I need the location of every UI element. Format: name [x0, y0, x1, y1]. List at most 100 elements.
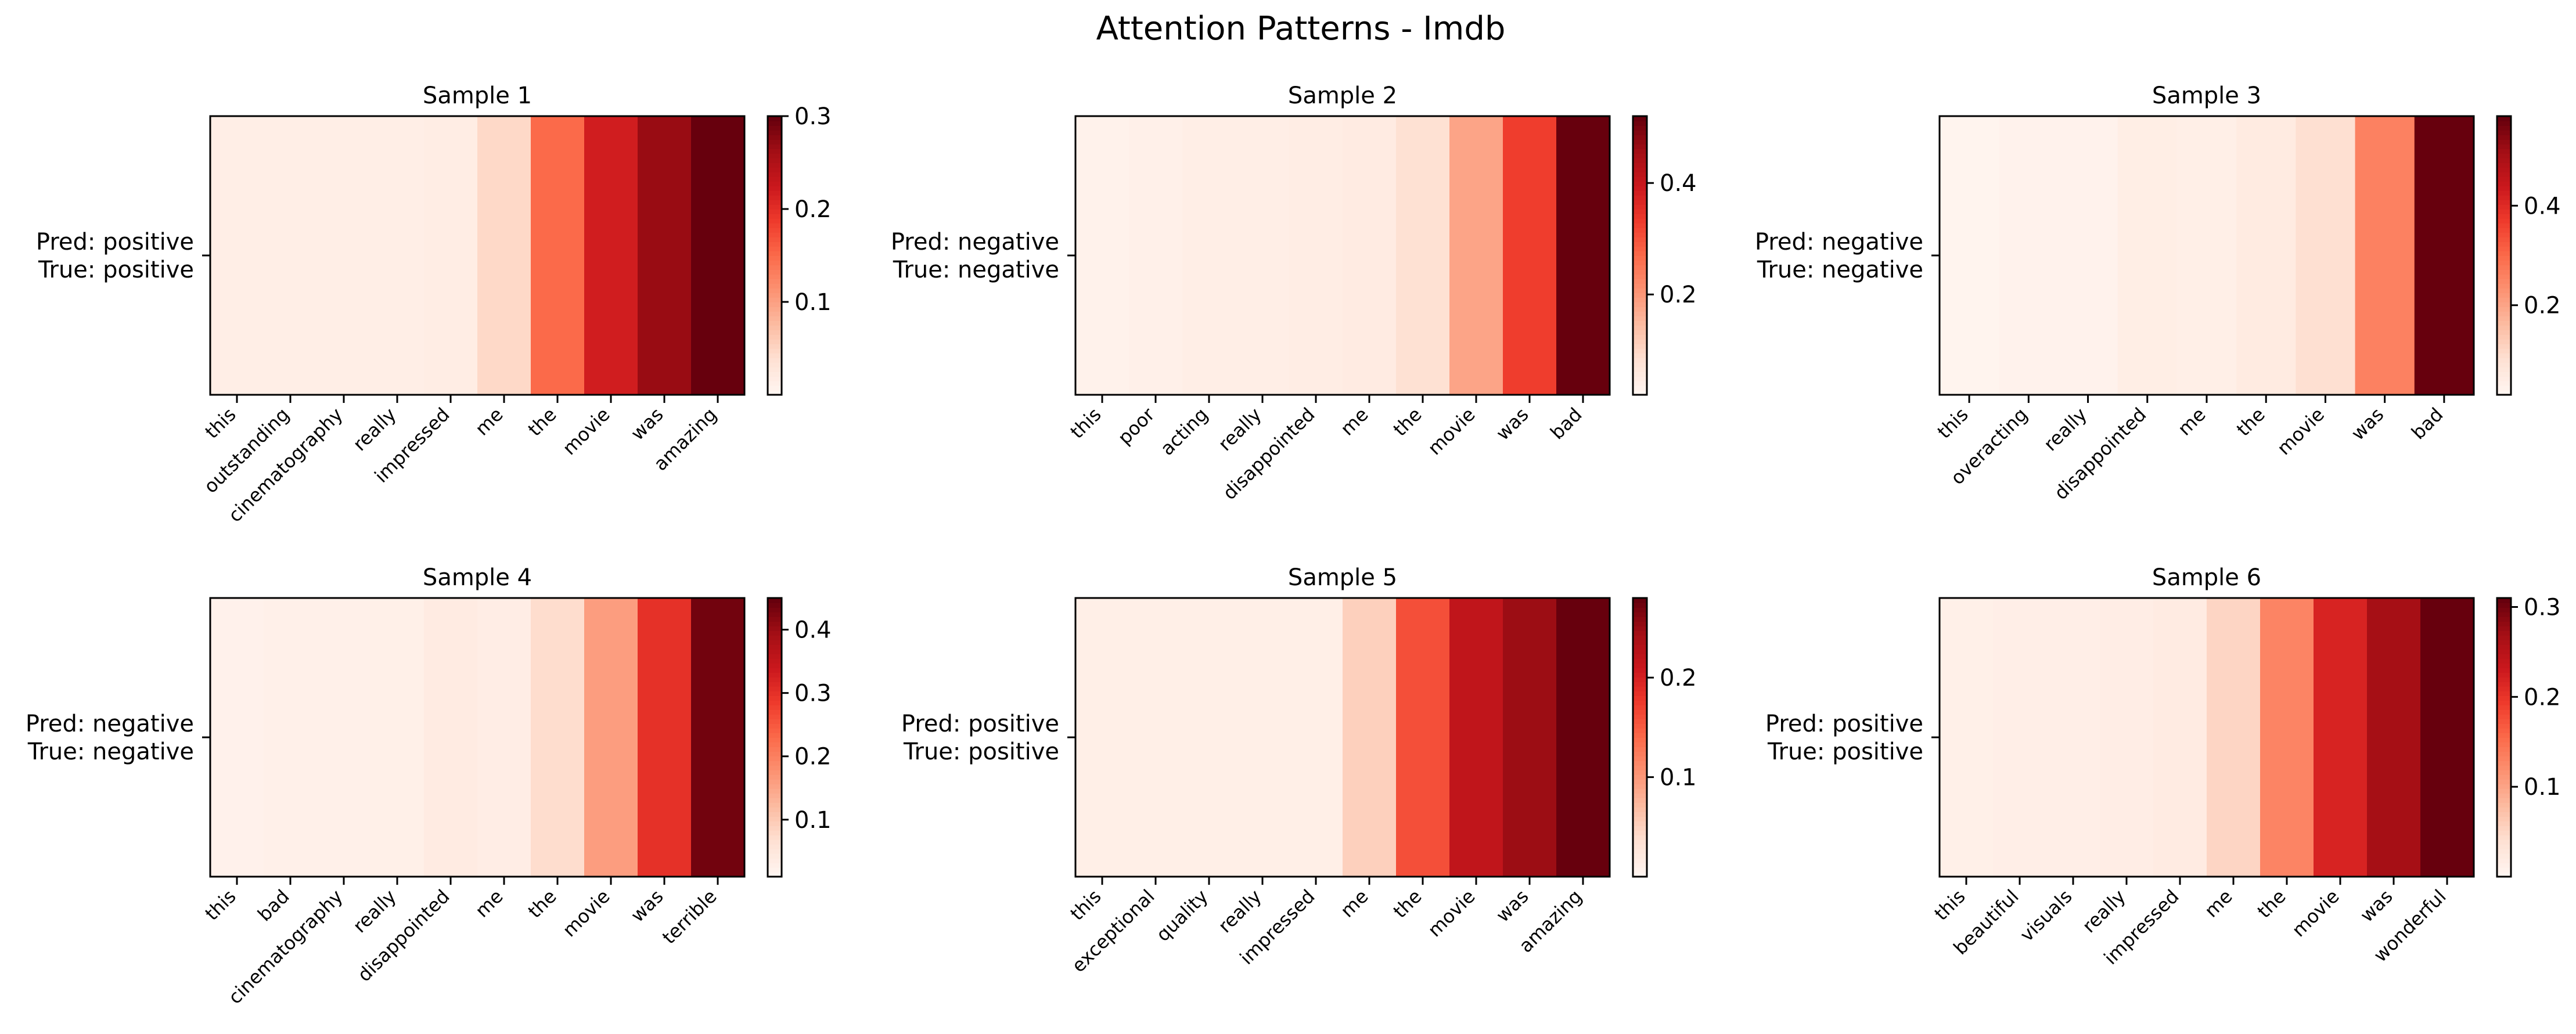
- colorbar-segment: [1633, 682, 1647, 687]
- colorbar-segment: [2497, 793, 2511, 798]
- colorbar-segment: [1633, 139, 1647, 145]
- colorbar-segment: [2497, 260, 2511, 265]
- colorbar-segment: [768, 598, 782, 603]
- colorbar-segment: [768, 849, 782, 854]
- colorbar-segment: [2497, 320, 2511, 326]
- colorbar-segment: [1633, 135, 1647, 140]
- panel-title: Sample 2: [1288, 82, 1397, 109]
- colorbar-segment: [2497, 362, 2511, 368]
- colorbar-segment: [1633, 251, 1647, 256]
- colorbar-segment: [1633, 163, 1647, 168]
- colorbar-segment: [768, 167, 782, 172]
- colorbar-segment: [768, 181, 782, 186]
- colorbar-segment: [1633, 635, 1647, 640]
- heat-cell: [638, 116, 692, 395]
- colorbar-segment: [2497, 283, 2511, 289]
- colorbar-segment: [2497, 626, 2511, 631]
- colorbar-segment: [2497, 751, 2511, 756]
- colorbar-frame: [767, 115, 783, 396]
- colorbar-segment: [2497, 672, 2511, 678]
- colorbar-segment: [768, 784, 782, 789]
- colorbar-segment: [1633, 381, 1647, 386]
- colorbar-segment: [768, 265, 782, 270]
- heat-cell: [584, 598, 638, 877]
- colorbar-segment: [768, 654, 782, 659]
- colorbar-segment: [1633, 719, 1647, 724]
- colorbar-segment: [1633, 386, 1647, 391]
- colorbar-segment: [2497, 816, 2511, 822]
- colorbar-segment: [1633, 316, 1647, 321]
- colorbar-segment: [2497, 344, 2511, 349]
- colorbar-segment: [2497, 700, 2511, 705]
- colorbar-segment: [768, 209, 782, 214]
- colorbar-segment: [768, 158, 782, 163]
- colorbar-segment: [1633, 649, 1647, 654]
- colorbar-segment: [2497, 770, 2511, 775]
- row-label: Pred: positive: [901, 711, 1059, 737]
- colorbar-segment: [768, 644, 782, 650]
- colorbar-tick-label: 0.4: [1660, 170, 1697, 197]
- colorbar-segment: [768, 677, 782, 682]
- colorbar-segment: [1633, 153, 1647, 158]
- colorbar-tick-label: 0.2: [794, 196, 832, 223]
- colorbar-segment: [768, 816, 782, 822]
- colorbar-segment: [2497, 709, 2511, 715]
- colorbar-segment: [2497, 644, 2511, 650]
- colorbar-segment: [1633, 214, 1647, 219]
- heat-cell: [2153, 598, 2207, 877]
- colorbar-segment: [768, 649, 782, 654]
- colorbar-segment: [768, 390, 782, 395]
- heat-cell: [1129, 598, 1183, 877]
- colorbar-segment: [768, 149, 782, 154]
- colorbar-segment: [768, 617, 782, 622]
- heat-cell: [1940, 116, 1999, 395]
- colorbar-tick-label: 0.2: [1660, 282, 1697, 308]
- colorbar-segment: [1633, 867, 1647, 873]
- colorbar-segment: [768, 863, 782, 868]
- colorbar-segment: [1633, 260, 1647, 265]
- colorbar-segment: [768, 742, 782, 747]
- heat-cell: [2176, 116, 2237, 395]
- heat-cell: [2355, 116, 2415, 395]
- colorbar-segment: [2497, 849, 2511, 854]
- colorbar-segment: [768, 621, 782, 626]
- colorbar-segment: [768, 737, 782, 743]
- colorbar-tick-label: 0.1: [794, 289, 832, 316]
- heat-cell: [2236, 116, 2296, 395]
- colorbar-segment: [768, 844, 782, 849]
- colorbar-segment: [1633, 232, 1647, 237]
- colorbar-segment: [2497, 293, 2511, 298]
- colorbar-segment: [1633, 826, 1647, 831]
- colorbar-segment: [2497, 654, 2511, 659]
- heat-cell: [1556, 598, 1610, 877]
- colorbar-segment: [2497, 367, 2511, 372]
- colorbar-segment: [1633, 858, 1647, 863]
- colorbar-segment: [1633, 863, 1647, 868]
- colorbar-segment: [2497, 139, 2511, 145]
- colorbar-segment: [768, 788, 782, 794]
- colorbar-segment: [768, 779, 782, 784]
- heat-cell: [370, 116, 424, 395]
- colorbar-segment: [1633, 696, 1647, 701]
- panel-title: Sample 1: [423, 82, 532, 109]
- colorbar-segment: [1633, 644, 1647, 650]
- colorbar-segment: [768, 853, 782, 859]
- colorbar-segment: [2497, 737, 2511, 743]
- heat-cell: [2260, 598, 2314, 877]
- colorbar-segment: [768, 176, 782, 182]
- colorbar-segment: [768, 130, 782, 135]
- colorbar-segment: [1633, 320, 1647, 326]
- row-label: Pred: negative: [891, 229, 1059, 255]
- colorbar-segment: [768, 381, 782, 386]
- colorbar-segment: [768, 218, 782, 224]
- colorbar-tick-label: 0.2: [794, 744, 832, 770]
- heat-cell: [638, 598, 692, 877]
- colorbar-segment: [1633, 802, 1647, 808]
- colorbar-segment: [2497, 209, 2511, 214]
- colorbar-segment: [2497, 125, 2511, 131]
- colorbar-segment: [2497, 255, 2511, 261]
- colorbar-segment: [768, 274, 782, 279]
- colorbar-segment: [2497, 821, 2511, 826]
- colorbar-segment: [768, 626, 782, 631]
- colorbar-segment: [1633, 603, 1647, 608]
